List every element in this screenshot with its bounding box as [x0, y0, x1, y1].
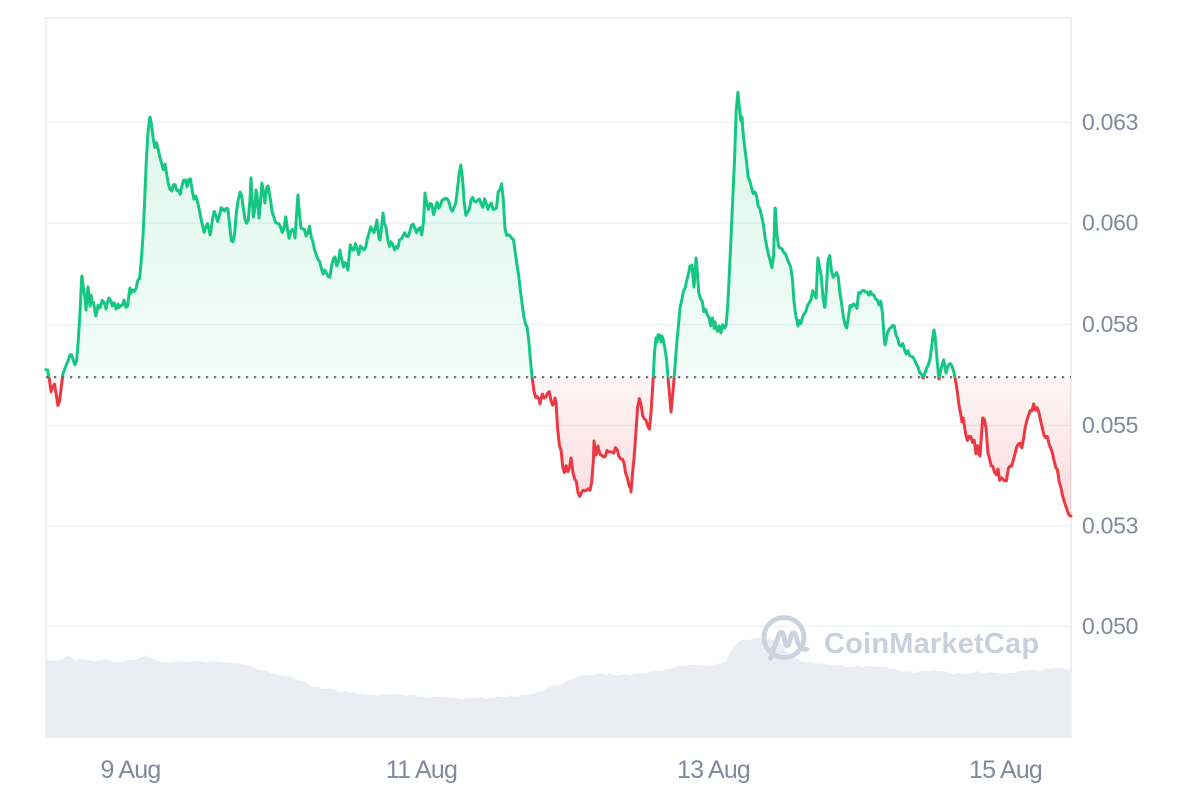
svg-text:13 Aug: 13 Aug	[677, 756, 750, 784]
svg-text:0.053: 0.053	[1082, 513, 1138, 539]
svg-text:0.055: 0.055	[1082, 412, 1138, 438]
svg-text:9 Aug: 9 Aug	[101, 756, 161, 784]
svg-text:0.063: 0.063	[1082, 109, 1138, 135]
svg-text:CoinMarketCap: CoinMarketCap	[824, 628, 1039, 660]
svg-text:0.060: 0.060	[1082, 210, 1138, 236]
svg-text:11 Aug: 11 Aug	[386, 756, 457, 784]
svg-text:0.058: 0.058	[1082, 311, 1138, 337]
svg-text:0.050: 0.050	[1082, 613, 1138, 639]
svg-text:15 Aug: 15 Aug	[969, 756, 1042, 784]
